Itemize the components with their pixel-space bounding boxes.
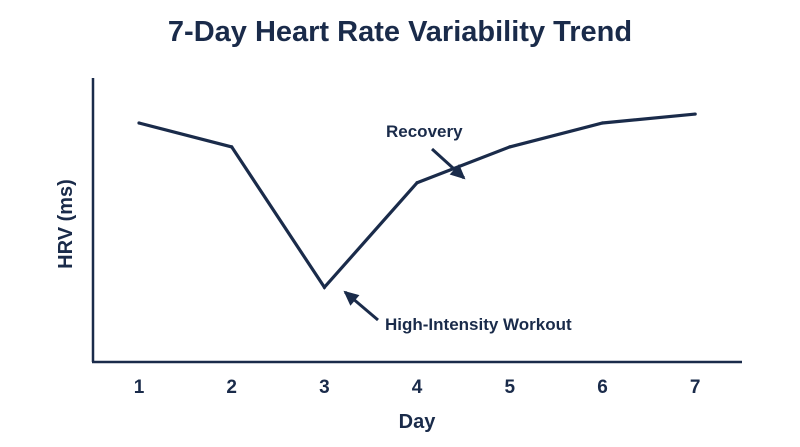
annotation-arrow-head [449,164,466,180]
x-tick-label: 5 [505,377,516,398]
data-point [415,181,419,185]
annotations: Recovery High-Intensity Workout [343,122,572,334]
x-tick-label: 3 [319,377,330,398]
data-point [693,112,697,116]
data-point [137,121,141,125]
chart-title: 7-Day Heart Rate Variability Trend [167,16,633,48]
data-point [600,121,605,125]
x-tick-label: 2 [226,377,237,398]
x-tick-label: 6 [597,377,608,398]
x-tick-label: 7 [690,377,701,398]
data-point [230,145,234,149]
series-group [137,112,697,290]
y-axis-title: HRV (ms) [55,179,77,269]
x-axis-title: Day [399,411,437,433]
data-point [508,145,512,149]
annotation-arrow-head [343,290,360,306]
annotation-label: High-Intensity Workout [385,315,572,334]
annotation-label: Recovery [386,122,463,141]
x-tick-labels: 1 2 3 4 5 6 7 [134,377,701,398]
x-tick-label: 4 [412,377,423,398]
axes [91,78,742,364]
x-tick-label: 1 [134,377,145,398]
data-point [322,285,326,289]
